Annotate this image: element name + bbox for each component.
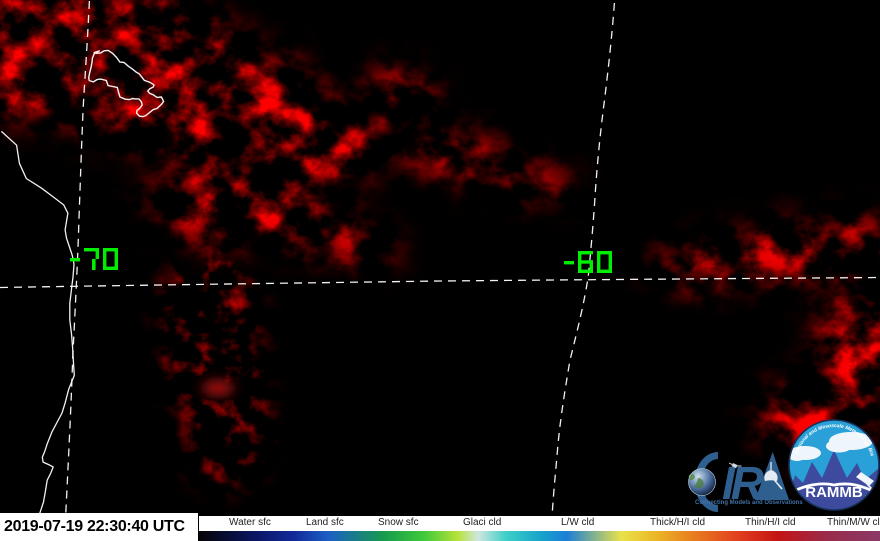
- svg-text:Connecting Models and Observat: Connecting Models and Observations: [695, 500, 803, 506]
- svg-text:RAMMB: RAMMB: [805, 484, 863, 501]
